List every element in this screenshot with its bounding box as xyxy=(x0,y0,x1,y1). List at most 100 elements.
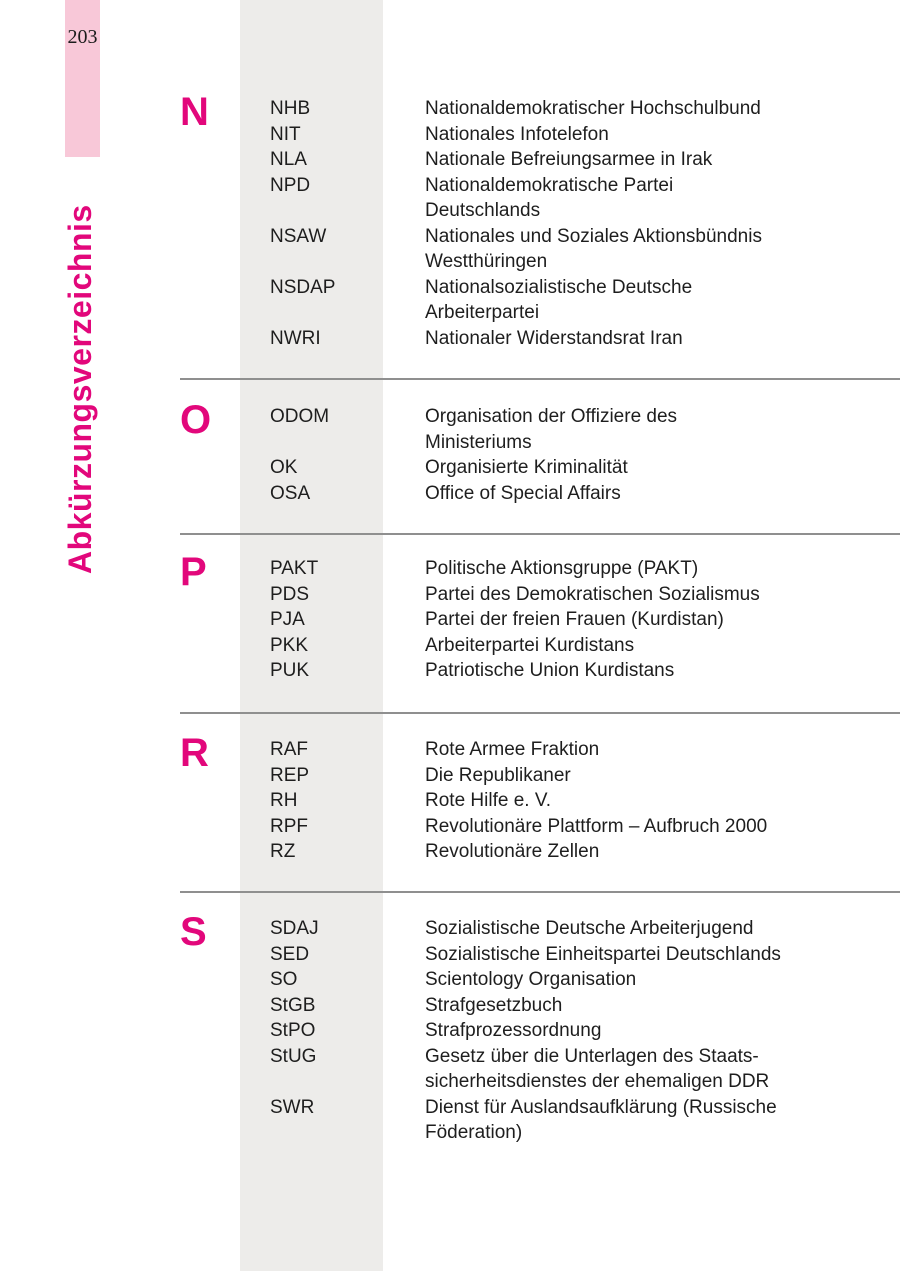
definition-line: Gesetz über die Unterlagen des Staats- xyxy=(425,1045,759,1067)
definition: Dienst für Auslandsaufklärung (Russische… xyxy=(425,1095,900,1146)
abbreviation: StUG xyxy=(270,1045,317,1067)
section-S-rows: SDAJ Sozialistische Deutsche Arbeiterjuge… xyxy=(270,916,900,1146)
definition: Nationaler Widerstandsrat Iran xyxy=(425,326,900,352)
abbreviation-row: RAF Rote Armee Fraktion xyxy=(270,737,900,763)
abbreviation: StGB xyxy=(270,994,316,1016)
abbreviation-row: NHB Nationaldemokratischer Hochschulbund xyxy=(270,96,900,122)
abbreviation: SO xyxy=(270,969,298,990)
definition: Strafprozessordnung xyxy=(425,1018,900,1044)
abbreviation: StPO xyxy=(270,1020,316,1041)
abbreviation: ODOM xyxy=(270,406,330,427)
definition: Partei des Demokratischen Sozialismus xyxy=(425,582,900,608)
definition: Gesetz über die Unterlagen des Staats-si… xyxy=(425,1044,900,1095)
definition-line: Nationales Infotelefon xyxy=(425,123,609,145)
definition-line: Dienst für Auslandsaufklärung (Russische xyxy=(425,1096,777,1118)
definition-line: Nationaler Widerstandsrat Iran xyxy=(425,327,683,349)
abbreviation-row: SO Scientology Organisation xyxy=(270,967,900,993)
abbreviation: REP xyxy=(270,764,310,786)
abbreviation-row: PKK Arbeiterpartei Kurdistans xyxy=(270,633,900,659)
abbreviation-column-band xyxy=(240,0,383,1271)
abbreviation-row: StGB Strafgesetzbuch xyxy=(270,993,900,1019)
section-letter-N: N xyxy=(180,90,209,134)
page-number: 203 xyxy=(67,26,98,48)
definition: Nationaldemokratischer Hochschulbund xyxy=(425,96,900,122)
definition-line: Rote Hilfe e. V. xyxy=(425,790,552,811)
abbreviation-row: NSAW Nationales und Soziales Aktionsbündn… xyxy=(270,224,900,275)
abbreviation-row: OSA Office of Special Affairs xyxy=(270,481,900,507)
definition-line: Office of Special Affairs xyxy=(425,482,621,504)
page-number-tab xyxy=(65,0,100,157)
abbreviation: NHB xyxy=(270,98,311,119)
definition: Sozialistische Deutsche Arbeiterjugend xyxy=(425,916,900,942)
definition: Arbeiterpartei Kurdistans xyxy=(425,633,900,659)
definition-line: Organisierte Kriminalität xyxy=(425,457,628,478)
definition-line: Sozialistische Deutsche Arbeiterjugend xyxy=(425,918,754,939)
abbreviation: NLA xyxy=(270,149,307,170)
abbreviation-row: NPD Nationaldemokratische Partei Deutschla… xyxy=(270,173,900,224)
abbreviation-row: StPO Strafprozessordnung xyxy=(270,1018,900,1044)
abbreviation: RZ xyxy=(270,841,296,862)
definition-line: Organisation der Offiziere des xyxy=(425,406,678,427)
abbreviation-row: NSDAP Nationalsozialistische Deutsche Arbe… xyxy=(270,275,900,326)
section-letter-R: R xyxy=(180,731,209,775)
section-divider xyxy=(180,378,900,380)
abbreviation: RH xyxy=(270,790,298,811)
abbreviation: SED xyxy=(270,943,310,965)
abbreviation: OSA xyxy=(270,482,311,504)
definition: Partei der freien Frauen (Kurdistan) xyxy=(425,607,900,633)
abbreviation: NPD xyxy=(270,174,311,196)
section-R-rows: RAF Rote Armee Fraktion REP Die Republikane… xyxy=(270,737,900,865)
definition-line: Partei des Demokratischen Sozialismus xyxy=(425,583,760,605)
definition: Nationales Infotelefon xyxy=(425,122,900,148)
definition: Strafgesetzbuch xyxy=(425,993,900,1019)
abbreviation: PAKT xyxy=(270,558,319,579)
abbreviation: NIT xyxy=(270,123,301,145)
definition: Organisierte Kriminalität xyxy=(425,455,900,481)
definition: Nationaldemokratische Partei Deutschlands xyxy=(425,173,900,224)
abbreviation: NSAW xyxy=(270,225,327,247)
abbreviation-row: PUK Patriotische Union Kurdistans xyxy=(270,658,900,684)
definition-line: Strafprozessordnung xyxy=(425,1020,602,1041)
section-P-rows: PAKT Politische Aktionsgruppe (PAKT) PDS Pa… xyxy=(270,556,900,684)
abbreviation-row: NIT Nationales Infotelefon xyxy=(270,122,900,148)
abbreviation-row: OK Organisierte Kriminalität xyxy=(270,455,900,481)
definition: Die Republikaner xyxy=(425,763,900,789)
definition-line: Nationale Befreiungsarmee in Irak xyxy=(425,149,713,170)
abbreviation: OK xyxy=(270,457,298,478)
section-divider xyxy=(180,712,900,714)
definition-line: Scientology Organisation xyxy=(425,969,637,990)
abbreviation-row: SWR Dienst für Auslandsaufklärung (Russis… xyxy=(270,1095,900,1146)
definition-line: Deutschlands xyxy=(425,200,541,221)
definition-line: Nationales und Soziales Aktionsbündnis xyxy=(425,225,762,247)
definition-line: Nationaldemokratische Partei xyxy=(425,174,674,196)
definition: Nationalsozialistische Deutsche Arbeiterp… xyxy=(425,275,900,326)
abbreviation: PUK xyxy=(270,660,310,681)
abbreviation-row: REP Die Republikaner xyxy=(270,763,900,789)
definition-line: sicherheitsdienstes der ehemaligen DDR xyxy=(425,1071,770,1092)
definition-line: Nationaldemokratischer Hochschulbund xyxy=(425,98,761,119)
abbreviation-row: NLA Nationale Befreiungsarmee in Irak xyxy=(270,147,900,173)
definition-line: Westthüringen xyxy=(425,251,548,272)
definition-line: Föderation) xyxy=(425,1122,523,1143)
definition: Politische Aktionsgruppe (PAKT) xyxy=(425,556,900,582)
section-letter-O: O xyxy=(180,398,212,442)
abbreviation: PJA xyxy=(270,609,305,630)
abbreviation: NWRI xyxy=(270,327,321,349)
section-letter-S: S xyxy=(180,910,207,954)
abbreviation: PDS xyxy=(270,583,310,605)
abbreviation-row: StUG Gesetz über die Unterlagen des Staat… xyxy=(270,1044,900,1095)
definition-line: Nationalsozialistische Deutsche xyxy=(425,276,693,298)
definition: Organisation der Offiziere des Ministeriu… xyxy=(425,404,900,455)
definition: Nationales und Soziales Aktionsbündnis We… xyxy=(425,224,900,275)
definition: Rote Hilfe e. V. xyxy=(425,788,900,814)
abbreviation-row: PDS Partei des Demokratischen Sozialismus xyxy=(270,582,900,608)
definition-line: Arbeiterpartei xyxy=(425,302,540,323)
sidebar-title: Abkürzungsverzeichnis xyxy=(62,204,98,574)
definition-line: Rote Armee Fraktion xyxy=(425,739,600,760)
abbreviation-row: RH Rote Hilfe e. V. xyxy=(270,788,900,814)
definition-line: Strafgesetzbuch xyxy=(425,994,563,1016)
definition-line: Die Republikaner xyxy=(425,764,571,786)
abbreviation: NSDAP xyxy=(270,276,336,298)
definition-line: Revolutionäre Plattform – Aufbruch 2000 xyxy=(425,815,768,837)
